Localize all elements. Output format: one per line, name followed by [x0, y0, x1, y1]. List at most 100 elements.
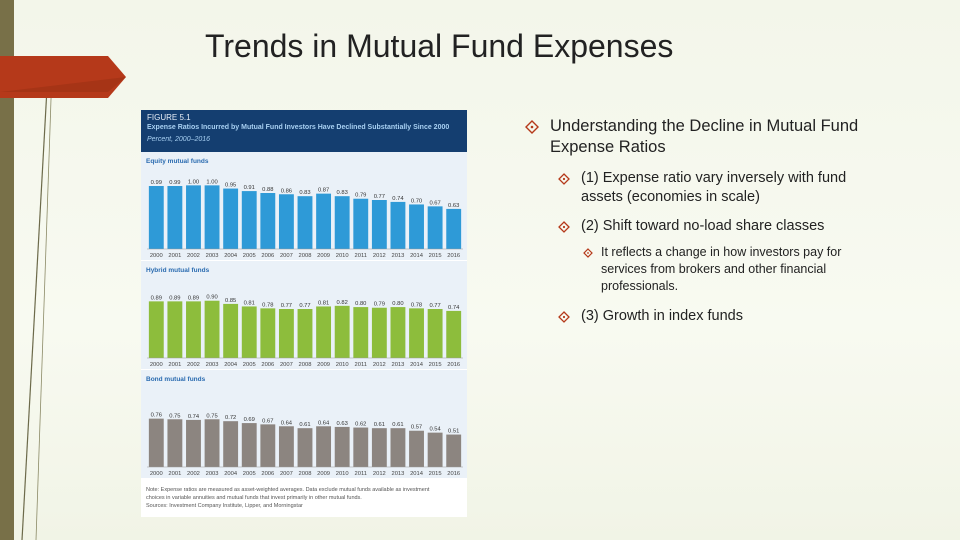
hybrid-value-label: 0.81: [318, 300, 329, 306]
hybrid-year-label: 2006: [261, 362, 274, 368]
hybrid-bar: [316, 306, 332, 358]
bond-year-label: 2011: [355, 471, 367, 477]
bullet-detail-line: It reflects a change in how investors pa…: [601, 245, 842, 259]
bullet-sub1-text: (1) Expense ratio vary inversely with fu…: [581, 169, 846, 207]
hybrid-value-label: 0.89: [169, 295, 180, 301]
equity-year-label: 2000: [150, 253, 163, 259]
bond-value-label: 0.64: [318, 420, 330, 426]
equity-year-label: 2002: [187, 253, 200, 259]
bond-bar: [353, 427, 369, 467]
bond-value-label: 0.62: [355, 422, 366, 428]
figure-label: FIGURE 5.1: [147, 113, 191, 122]
bullet-main-line: Understanding the Decline in Mutual Fund: [550, 117, 859, 135]
hybrid-bar: [278, 309, 294, 358]
equity-value-label: 0.87: [318, 188, 329, 194]
bond-value-label: 0.61: [374, 422, 385, 428]
equity-value-label: 0.83: [337, 190, 348, 196]
equity-bar: [241, 191, 257, 249]
equity-year-label: 2012: [373, 253, 386, 259]
bullet-sub2-text: (2) Shift toward no-load share classes: [581, 218, 825, 234]
figure-panel: FIGURE 5.1 Expense Ratios Incurred by Mu…: [141, 110, 467, 517]
hybrid-value-label: 0.80: [392, 301, 403, 307]
hybrid-value-label: 0.89: [151, 295, 162, 301]
hybrid-year-label: 2009: [317, 362, 330, 368]
equity-bar: [371, 200, 387, 249]
hybrid-value-label: 0.74: [448, 305, 460, 311]
equity-value-label: 0.74: [392, 196, 404, 202]
bond-value-label: 0.75: [206, 413, 217, 419]
figure-subtitle: Percent, 2000–2016: [147, 136, 211, 143]
hybrid-bar: [241, 306, 257, 358]
hybrid-chart: Hybrid mutual funds 0.89 2000 0.89 2001 0.89 2…: [141, 261, 467, 369]
figure-header: FIGURE 5.1 Expense Ratios Incurred by Mu…: [141, 110, 467, 152]
bond-value-label: 0.75: [169, 413, 180, 419]
bond-year-label: 2009: [317, 471, 330, 477]
bullet-sub1-line: (1) Expense ratio vary inversely with fu…: [581, 170, 847, 186]
hybrid-value-label: 0.78: [411, 302, 422, 308]
left-accent-bar: [0, 0, 14, 540]
bond-bar: [167, 419, 183, 467]
diamond-bullet-icon: [525, 120, 539, 134]
equity-value-label: 0.67: [429, 200, 440, 206]
equity-bar: [390, 201, 406, 249]
bond-value-label: 0.72: [225, 415, 236, 421]
bond-value-label: 0.63: [337, 421, 348, 427]
hybrid-year-label: 2003: [206, 362, 219, 368]
bond-bar: [186, 419, 201, 467]
bond-bar: [260, 424, 276, 467]
equity-year-label: 2014: [410, 253, 424, 259]
bond-bar: [390, 428, 406, 467]
bullet-sub3: (3) Growth in index funds: [558, 307, 743, 326]
equity-value-label: 0.77: [374, 194, 385, 200]
bond-bar: [409, 430, 424, 467]
bond-value-label: 0.69: [244, 417, 255, 423]
hybrid-value-label: 0.80: [355, 301, 366, 307]
figure-title: Expense Ratios Incurred by Mutual Fund I…: [147, 124, 450, 131]
hybrid-year-label: 2012: [373, 362, 386, 368]
equity-year-label: 2001: [168, 253, 181, 259]
hybrid-bar: [409, 308, 424, 358]
equity-year-label: 2011: [355, 253, 367, 259]
equity-value-label: 0.70: [411, 198, 422, 204]
equity-value-label: 0.99: [151, 180, 162, 186]
bond-year-label: 2010: [336, 471, 349, 477]
bond-bar: [278, 426, 294, 467]
equity-bar: [316, 193, 332, 249]
bond-year-label: 2004: [224, 471, 238, 477]
hybrid-bar: [334, 305, 350, 358]
equity-bar: [353, 198, 369, 249]
equity-year-label: 2010: [336, 253, 349, 259]
hybrid-value-label: 0.81: [244, 300, 255, 306]
hybrid-year-label: 2002: [187, 362, 200, 368]
bond-year-label: 2001: [168, 471, 181, 477]
bullet-detail-line: professionals.: [601, 279, 679, 293]
bullet-main: Understanding the Decline in Mutual Fund…: [525, 116, 858, 158]
figure-note: Note: Expense ratios are measured as ass…: [146, 486, 464, 510]
decorative-swoosh-lines: [21, 69, 53, 540]
bond-year-label: 2003: [206, 471, 219, 477]
hybrid-year-label: 2011: [355, 362, 367, 368]
bond-year-label: 2013: [391, 471, 404, 477]
hybrid-year-label: 2007: [280, 362, 293, 368]
equity-bar: [409, 204, 424, 249]
bond-bar: [204, 419, 220, 467]
bond-value-label: 0.57: [411, 425, 422, 431]
hybrid-value-label: 0.82: [337, 300, 348, 306]
equity-year-label: 2008: [299, 253, 312, 259]
equity-bar: [186, 185, 201, 249]
bond-bar: [223, 421, 239, 467]
hybrid-bar: [371, 307, 387, 358]
bullet-sub1-line: assets (economies in scale): [581, 189, 760, 205]
equity-chart: Equity mutual funds 0.99 2000 0.99 2001 1.00 2…: [141, 152, 467, 260]
bond-value-label: 0.54: [429, 427, 441, 433]
equity-value-label: 0.79: [355, 193, 366, 199]
slide-title: Trends in Mutual Fund Expenses: [205, 28, 674, 64]
equity-value-label: 0.88: [262, 187, 273, 193]
equity-value-label: 1.00: [188, 179, 199, 185]
bond-year-label: 2006: [261, 471, 274, 477]
equity-value-label: 0.86: [281, 188, 292, 194]
note-line: Note: Expense ratios are measured as ass…: [146, 487, 430, 493]
hybrid-bar: [148, 301, 164, 358]
hybrid-year-label: 2000: [150, 362, 163, 368]
equity-year-label: 2007: [280, 253, 293, 259]
